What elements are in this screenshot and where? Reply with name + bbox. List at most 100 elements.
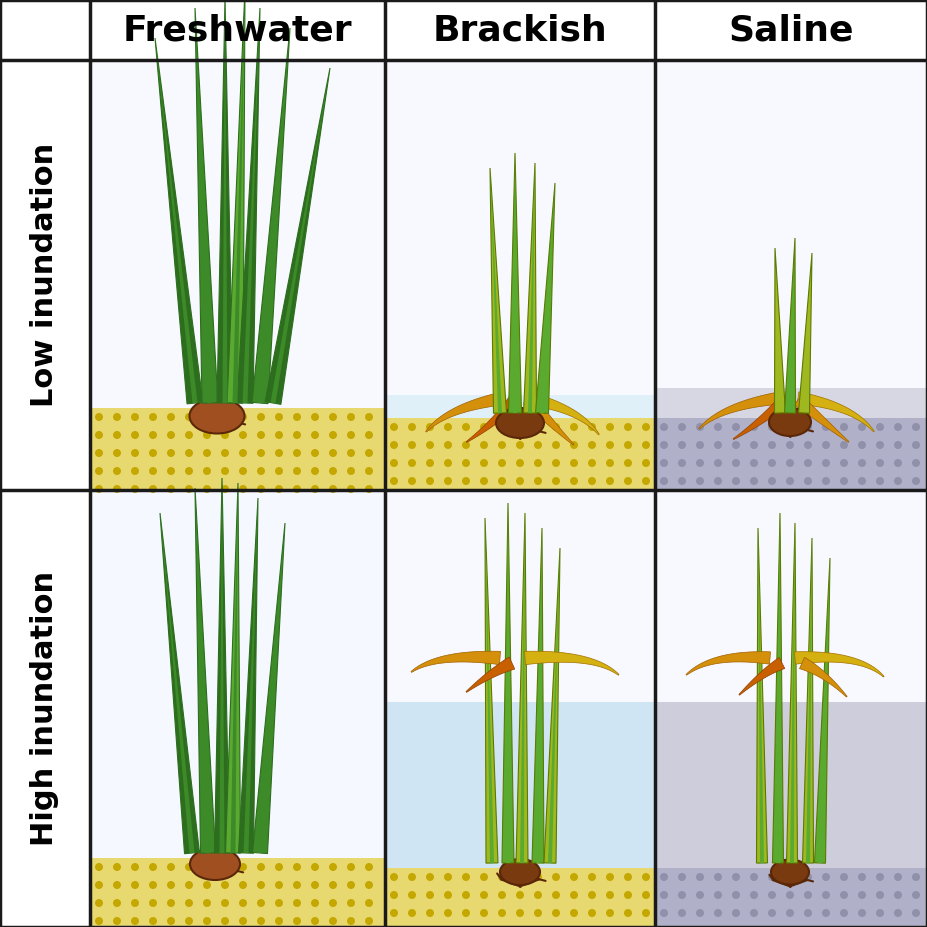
Circle shape <box>714 441 722 449</box>
Circle shape <box>588 891 596 899</box>
Polygon shape <box>516 513 528 863</box>
Circle shape <box>480 891 488 899</box>
Polygon shape <box>195 488 210 853</box>
Text: Brackish: Brackish <box>433 13 607 47</box>
Circle shape <box>876 441 884 449</box>
Circle shape <box>822 477 830 485</box>
Polygon shape <box>217 0 233 403</box>
Bar <box>90 60 385 490</box>
Circle shape <box>131 899 139 907</box>
Polygon shape <box>772 513 783 863</box>
Polygon shape <box>195 8 218 403</box>
Circle shape <box>462 873 470 881</box>
Circle shape <box>858 441 866 449</box>
Polygon shape <box>525 396 574 445</box>
Circle shape <box>311 413 319 421</box>
Polygon shape <box>244 498 258 853</box>
Polygon shape <box>160 513 199 854</box>
Circle shape <box>552 909 560 917</box>
Circle shape <box>239 431 247 439</box>
Circle shape <box>750 873 758 881</box>
Bar <box>385 702 655 868</box>
Circle shape <box>552 891 560 899</box>
Circle shape <box>822 441 830 449</box>
Polygon shape <box>258 523 285 853</box>
Circle shape <box>275 485 283 493</box>
Circle shape <box>750 441 758 449</box>
Circle shape <box>840 477 848 485</box>
Polygon shape <box>485 518 494 863</box>
Circle shape <box>480 873 488 881</box>
Circle shape <box>768 423 776 431</box>
Circle shape <box>275 917 283 925</box>
Text: Low inundation: Low inundation <box>31 143 59 407</box>
Circle shape <box>534 891 542 899</box>
Circle shape <box>678 873 686 881</box>
Circle shape <box>804 423 812 431</box>
Polygon shape <box>798 253 812 413</box>
Circle shape <box>390 909 398 917</box>
Circle shape <box>462 891 470 899</box>
Bar <box>655 868 927 927</box>
Polygon shape <box>411 652 501 672</box>
Circle shape <box>293 485 301 493</box>
Circle shape <box>858 423 866 431</box>
Circle shape <box>293 863 301 871</box>
Circle shape <box>257 485 265 493</box>
Polygon shape <box>733 396 789 439</box>
Polygon shape <box>509 153 522 413</box>
Circle shape <box>696 873 704 881</box>
Circle shape <box>642 873 650 881</box>
Circle shape <box>347 431 355 439</box>
Circle shape <box>365 467 373 475</box>
Circle shape <box>257 863 265 871</box>
Circle shape <box>113 881 121 889</box>
Circle shape <box>185 431 193 439</box>
Circle shape <box>149 485 157 493</box>
Circle shape <box>167 431 175 439</box>
Circle shape <box>347 467 355 475</box>
Polygon shape <box>803 538 814 863</box>
Circle shape <box>408 459 416 467</box>
Circle shape <box>588 873 596 881</box>
Circle shape <box>570 423 578 431</box>
Circle shape <box>624 873 632 881</box>
Polygon shape <box>544 548 560 863</box>
Circle shape <box>606 891 614 899</box>
Circle shape <box>462 909 470 917</box>
Circle shape <box>714 423 722 431</box>
Circle shape <box>149 899 157 907</box>
Circle shape <box>606 459 614 467</box>
Circle shape <box>365 413 373 421</box>
Circle shape <box>624 441 632 449</box>
Circle shape <box>95 485 103 493</box>
Circle shape <box>822 873 830 881</box>
Circle shape <box>894 477 902 485</box>
Text: Freshwater: Freshwater <box>122 13 352 47</box>
Circle shape <box>750 423 758 431</box>
Circle shape <box>840 459 848 467</box>
Circle shape <box>149 449 157 457</box>
Circle shape <box>203 485 211 493</box>
Circle shape <box>588 423 596 431</box>
Circle shape <box>606 477 614 485</box>
Polygon shape <box>485 518 498 863</box>
Circle shape <box>660 909 668 917</box>
Circle shape <box>347 413 355 421</box>
Circle shape <box>552 873 560 881</box>
Polygon shape <box>799 657 847 697</box>
Circle shape <box>167 449 175 457</box>
Circle shape <box>311 485 319 493</box>
Circle shape <box>480 477 488 485</box>
Polygon shape <box>776 513 780 863</box>
Circle shape <box>840 441 848 449</box>
Bar <box>385 60 655 395</box>
Polygon shape <box>524 163 537 413</box>
Circle shape <box>732 441 740 449</box>
Circle shape <box>840 909 848 917</box>
Polygon shape <box>506 503 510 863</box>
Polygon shape <box>195 8 212 403</box>
Circle shape <box>516 441 524 449</box>
Circle shape <box>516 909 524 917</box>
Polygon shape <box>490 168 502 413</box>
